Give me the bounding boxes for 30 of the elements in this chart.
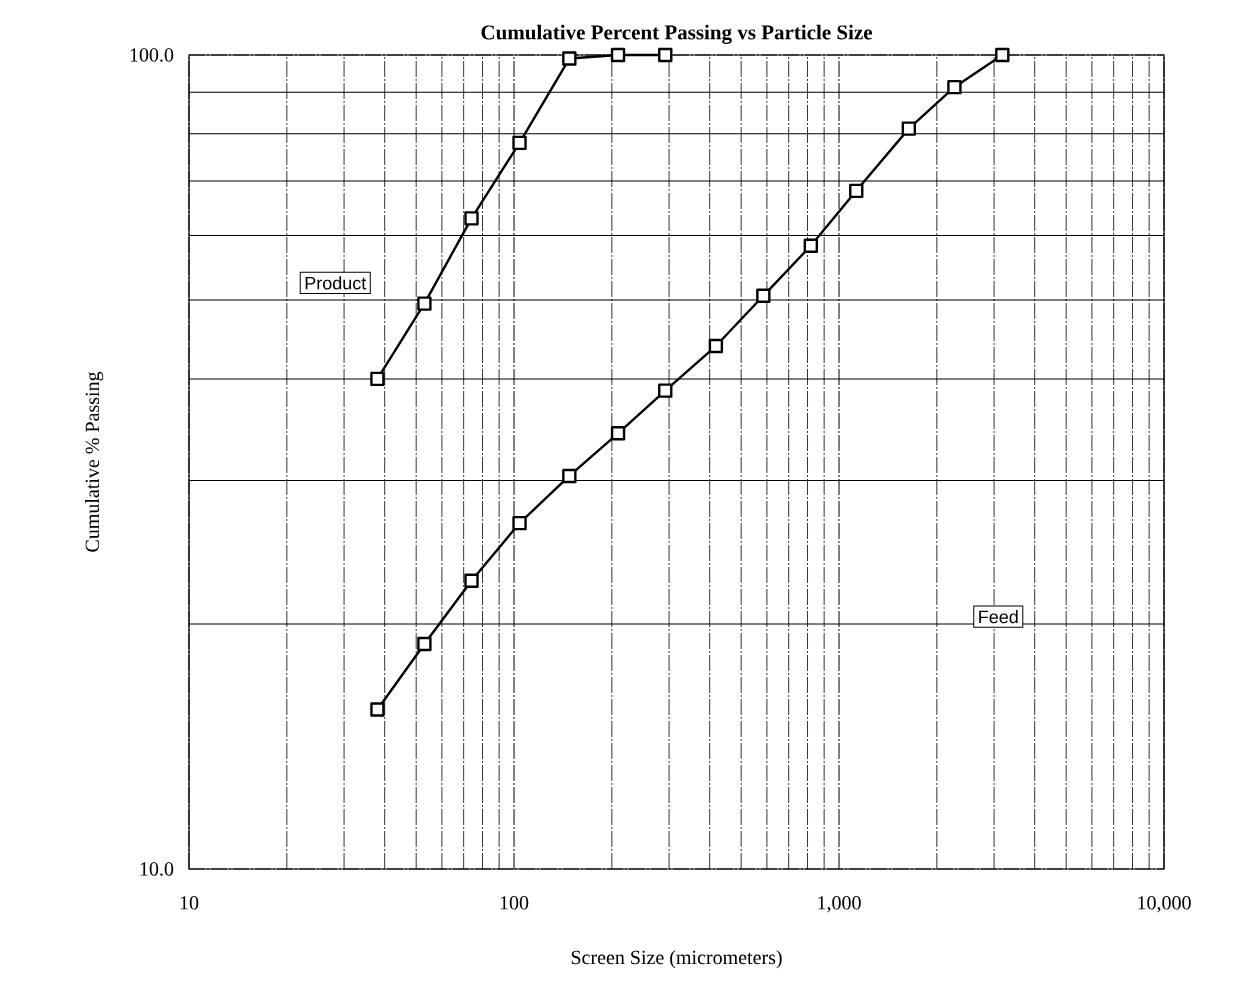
point (610, 47, 626, 63)
point (562, 51, 577, 66)
y-axis-title: Cumulative % Passing (85, 371, 104, 552)
point (803, 238, 819, 253)
point (610, 426, 626, 441)
y-tick-label: 100.0 (130, 48, 174, 62)
chart-title: Cumulative Percent Passing vs Particle Size (481, 24, 873, 44)
point (658, 47, 673, 63)
point (464, 211, 479, 226)
point (512, 515, 527, 531)
point (947, 79, 962, 95)
text: Feed (979, 610, 1018, 624)
point (658, 383, 673, 398)
text: Product (305, 276, 367, 290)
point (417, 636, 432, 652)
point (370, 371, 385, 387)
point (370, 702, 385, 717)
x-tick-label: 100 (500, 896, 529, 910)
point (512, 135, 527, 151)
x-tick-label: 10,000 (1138, 896, 1191, 913)
point (756, 288, 771, 304)
point (417, 296, 432, 311)
y-tick-label: 10.0 (140, 862, 174, 876)
point (562, 468, 577, 484)
point (849, 183, 864, 199)
x-axis-title: Screen Size (micrometers) (571, 950, 782, 969)
point (995, 47, 1010, 63)
x-tick-label: 10 (180, 896, 199, 910)
x-tick-label: 1,000 (818, 896, 861, 913)
point (464, 573, 479, 588)
